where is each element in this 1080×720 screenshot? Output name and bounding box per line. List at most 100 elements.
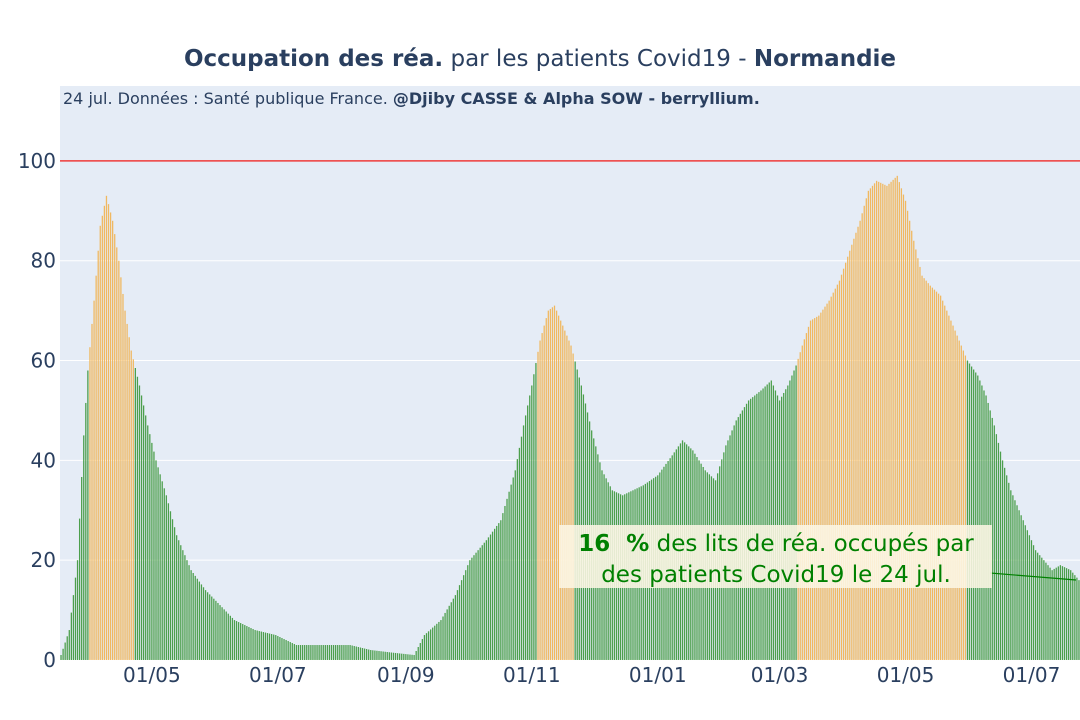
bar bbox=[863, 205, 865, 661]
bar bbox=[128, 337, 130, 660]
bar bbox=[1068, 569, 1070, 660]
bar bbox=[1034, 550, 1037, 660]
bar bbox=[173, 527, 176, 660]
bar bbox=[502, 513, 504, 660]
bar bbox=[202, 587, 205, 660]
bar bbox=[198, 581, 201, 660]
bar bbox=[1020, 515, 1022, 660]
bar bbox=[1030, 540, 1033, 660]
bar bbox=[896, 175, 898, 660]
y-axis-ticks: 0 20 40 60 80 100 bbox=[18, 149, 56, 672]
bar bbox=[330, 645, 333, 660]
bar bbox=[359, 647, 362, 660]
bar bbox=[421, 639, 424, 660]
bar bbox=[62, 648, 64, 660]
subtitle-source: 24 jul. Données : Santé publique France. bbox=[63, 89, 393, 108]
bar bbox=[822, 309, 824, 660]
bar bbox=[83, 435, 85, 660]
bar bbox=[328, 645, 331, 660]
bar bbox=[384, 651, 386, 660]
bar bbox=[516, 459, 518, 660]
x-tick-label: 01/01 bbox=[629, 663, 687, 687]
bar bbox=[1072, 572, 1074, 660]
bar bbox=[578, 377, 580, 660]
bar bbox=[99, 225, 101, 660]
bar bbox=[793, 370, 795, 660]
y-tick-label: 60 bbox=[31, 349, 56, 373]
bar bbox=[762, 388, 764, 660]
bar bbox=[318, 645, 320, 660]
bar bbox=[287, 641, 289, 660]
bar bbox=[491, 531, 494, 660]
bar bbox=[432, 627, 434, 660]
bar bbox=[549, 308, 552, 660]
bar bbox=[372, 650, 374, 660]
bar bbox=[915, 249, 917, 660]
bar bbox=[555, 310, 558, 660]
bar bbox=[522, 425, 525, 660]
bar bbox=[157, 467, 159, 660]
bar bbox=[787, 385, 789, 660]
bar bbox=[438, 621, 440, 660]
bar bbox=[803, 339, 805, 660]
bar bbox=[101, 215, 103, 660]
bar bbox=[562, 325, 564, 660]
bar bbox=[120, 277, 122, 660]
bar bbox=[933, 289, 936, 660]
bar bbox=[832, 292, 834, 660]
bar bbox=[454, 595, 457, 660]
annotation-value: 16 % bbox=[578, 531, 649, 557]
bar bbox=[1051, 570, 1053, 660]
bar bbox=[572, 353, 574, 660]
bar bbox=[122, 293, 124, 660]
bar bbox=[1078, 580, 1080, 660]
bar bbox=[1053, 568, 1055, 660]
bar bbox=[809, 320, 812, 660]
y-tick-label: 0 bbox=[43, 648, 56, 672]
bar bbox=[70, 612, 72, 660]
bar bbox=[900, 188, 903, 660]
bar bbox=[285, 640, 287, 660]
bar bbox=[388, 652, 390, 660]
bar bbox=[64, 642, 66, 660]
x-tick-label: 01/07 bbox=[249, 663, 307, 687]
bar bbox=[394, 652, 397, 660]
bar bbox=[902, 194, 905, 660]
bar bbox=[213, 598, 215, 660]
bar bbox=[87, 370, 89, 660]
bar bbox=[351, 645, 353, 660]
bar bbox=[954, 330, 956, 660]
annotation-line1-rest: des lits de réa. occupés par bbox=[649, 531, 974, 557]
bar bbox=[165, 495, 167, 660]
bar bbox=[411, 654, 413, 660]
bar bbox=[310, 645, 312, 660]
bar bbox=[506, 498, 508, 660]
bar bbox=[376, 650, 378, 660]
y-tick-label: 100 bbox=[18, 149, 56, 173]
bar bbox=[919, 266, 921, 660]
bar bbox=[188, 565, 190, 660]
bar bbox=[109, 212, 112, 660]
bar bbox=[114, 234, 116, 660]
bar bbox=[407, 654, 409, 660]
bar bbox=[419, 643, 421, 660]
bar bbox=[485, 540, 488, 660]
bar bbox=[975, 372, 977, 660]
bar bbox=[580, 385, 582, 660]
bar bbox=[545, 318, 547, 660]
bar bbox=[107, 204, 110, 660]
bar bbox=[789, 380, 791, 660]
bar bbox=[266, 633, 269, 660]
bar bbox=[434, 625, 436, 660]
bar bbox=[184, 555, 186, 660]
bar bbox=[116, 247, 118, 660]
bar bbox=[512, 477, 514, 660]
bar bbox=[958, 340, 960, 660]
bar bbox=[444, 612, 446, 660]
bar bbox=[845, 262, 847, 660]
bar bbox=[964, 355, 967, 660]
bar bbox=[811, 319, 814, 660]
bar bbox=[851, 244, 853, 660]
annotation-line-2: des patients Covid19 le 24 jul. bbox=[601, 562, 951, 588]
bar bbox=[1006, 475, 1008, 660]
